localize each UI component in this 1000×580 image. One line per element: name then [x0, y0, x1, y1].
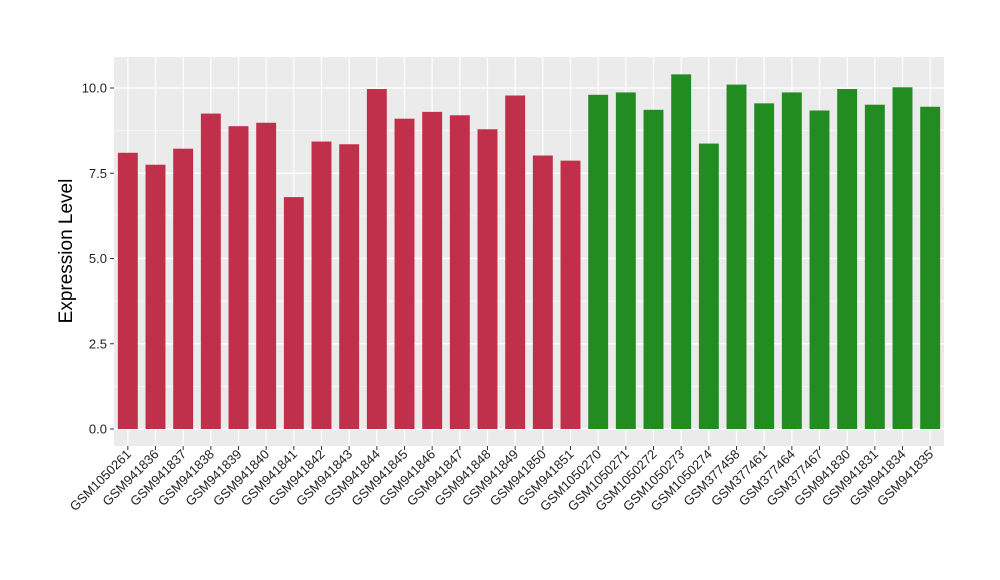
- bar-GSM941851: [560, 160, 581, 429]
- bar-GSM1050261: [117, 152, 138, 430]
- x-axis: GSM1050261GSM941836GSM941837GSM941838GSM…: [67, 446, 936, 514]
- y-axis-title: Expression Level: [56, 179, 77, 324]
- y-tick-label: 10.0: [82, 81, 107, 96]
- bar-GSM1050273: [671, 74, 692, 430]
- bar-GSM377464: [781, 92, 802, 430]
- bar-GSM1050274: [698, 143, 719, 429]
- bar-GSM377467: [809, 110, 830, 429]
- bar-GSM941842: [311, 141, 332, 430]
- y-axis: 0.0 2.5 5.0 7.5 10.0: [82, 81, 114, 437]
- bar-GSM1050270: [588, 94, 609, 429]
- bar-GSM941845: [394, 118, 415, 429]
- bar-GSM941850: [532, 155, 553, 429]
- bar-GSM941846: [422, 111, 443, 430]
- y-tick-label: 5.0: [89, 251, 107, 266]
- bar-GSM941840: [256, 122, 277, 429]
- bar-GSM941838: [200, 113, 221, 429]
- bar-GSM941835: [920, 106, 941, 429]
- bar-GSM377461: [754, 103, 775, 429]
- bars: [117, 74, 941, 430]
- bar-GSM941831: [864, 104, 885, 430]
- bar-GSM941834: [892, 87, 913, 429]
- bar-GSM941839: [228, 126, 249, 429]
- bar-GSM941848: [477, 129, 498, 429]
- bar-GSM1050271: [615, 92, 636, 430]
- plot-panel: [114, 57, 944, 446]
- bar-GSM941836: [145, 164, 166, 429]
- bar-GSM941843: [339, 144, 360, 429]
- bar-GSM941844: [366, 89, 387, 430]
- y-tick-label: 2.5: [89, 336, 107, 351]
- bar-GSM941837: [173, 148, 194, 429]
- bar-GSM941841: [283, 197, 304, 429]
- bar-GSM1050272: [643, 109, 664, 429]
- bar-GSM377458: [726, 84, 747, 429]
- bar-GSM941847: [449, 115, 470, 429]
- y-tick-label: 0.0: [89, 422, 107, 437]
- y-tick-label: 7.5: [89, 166, 107, 181]
- bar-GSM941830: [837, 89, 858, 430]
- bar-GSM941849: [505, 95, 526, 429]
